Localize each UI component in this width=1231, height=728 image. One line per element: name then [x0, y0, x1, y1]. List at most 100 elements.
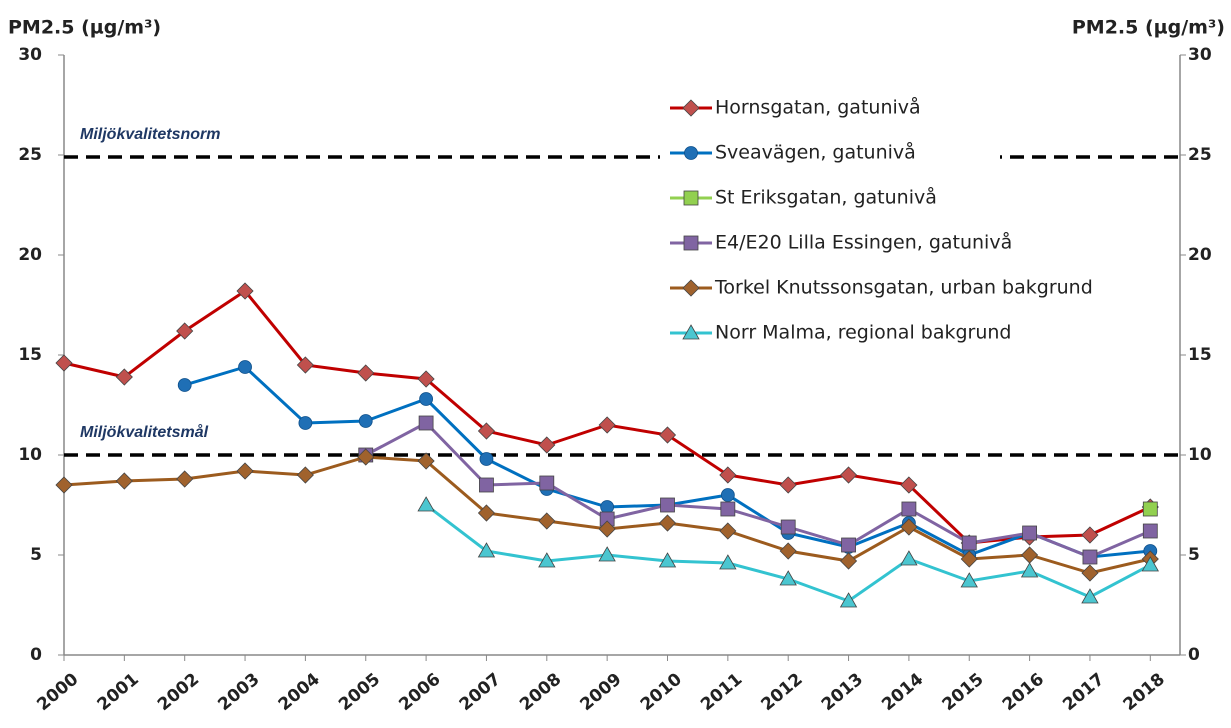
marker [296, 466, 314, 484]
y2-tick-label: 25 [1188, 145, 1212, 165]
x-tick-label: 2001 [94, 669, 143, 715]
y2-axis-title: PM2.5 (µg/m³) [1072, 17, 1225, 39]
marker [538, 512, 556, 530]
marker [720, 501, 736, 517]
marker [658, 514, 677, 532]
marker [1142, 523, 1158, 539]
marker [901, 501, 917, 517]
marker [479, 452, 494, 466]
marker [1141, 556, 1159, 572]
marker [961, 535, 977, 551]
marker [598, 416, 616, 434]
y-tick-label: 5 [30, 545, 42, 565]
y2-tick-label: 0 [1188, 645, 1200, 665]
x-tick-label: 2008 [516, 669, 565, 715]
x-tick-label: 2006 [395, 669, 444, 715]
y-tick-label: 20 [18, 245, 42, 265]
x-tick-label: 2010 [637, 669, 686, 715]
marker [236, 462, 254, 480]
legend-label: Sveavägen, gatunivå [715, 141, 916, 164]
legend-background [660, 82, 1000, 362]
legend-marker [684, 146, 698, 160]
y-axis-title: PM2.5 (µg/m³) [8, 17, 161, 39]
reference-label: Miljökvalitetsnorm [80, 126, 220, 143]
marker [55, 476, 73, 494]
marker [1081, 564, 1099, 582]
legend-label: Torkel Knutssonsgatan, urban bakgrund [714, 277, 1093, 299]
marker [1081, 526, 1099, 544]
legend-label: Norr Malma, regional bakgrund [715, 322, 1012, 344]
marker [841, 537, 856, 553]
marker [779, 476, 797, 494]
marker [900, 476, 918, 494]
marker [779, 542, 797, 560]
legend-label: E4/E20 Lilla Essingen, gatunivå [715, 231, 1012, 254]
marker [238, 360, 252, 374]
marker [357, 448, 375, 466]
marker [358, 414, 373, 428]
x-tick-label: 2016 [999, 669, 1048, 715]
marker [839, 592, 858, 608]
y2-tick-label: 20 [1188, 245, 1212, 265]
legend-label: Hornsgatan, gatunivå [715, 96, 921, 119]
marker [1082, 549, 1098, 565]
reference-label: Miljökvalitetsmål [80, 423, 209, 441]
marker [115, 368, 133, 386]
marker [720, 488, 735, 502]
marker [658, 426, 677, 444]
y2-tick-label: 5 [1188, 545, 1200, 565]
x-tick-label: 2011 [697, 669, 746, 715]
marker [598, 546, 616, 562]
legend-marker [682, 99, 700, 117]
marker [1081, 588, 1099, 604]
marker [176, 322, 194, 340]
marker [960, 550, 978, 568]
marker [660, 497, 675, 513]
y2-tick-label: 10 [1188, 445, 1212, 465]
marker [1022, 525, 1037, 541]
marker [719, 466, 737, 484]
marker [779, 570, 797, 586]
marker [539, 475, 555, 491]
x-tick-label: 2018 [1120, 669, 1169, 715]
marker [960, 572, 978, 588]
marker [236, 282, 254, 300]
marker [357, 364, 375, 382]
x-tick-label: 2017 [1059, 669, 1108, 715]
marker [417, 452, 435, 470]
marker [298, 416, 313, 430]
x-tick-label: 2013 [818, 669, 867, 715]
x-tick-label: 2004 [275, 669, 324, 715]
legend-marker [682, 324, 700, 340]
marker [176, 470, 194, 488]
marker [177, 378, 192, 392]
x-tick-label: 2015 [939, 669, 988, 715]
y-tick-label: 0 [30, 645, 42, 665]
marker [839, 552, 858, 570]
x-tick-label: 2002 [154, 669, 203, 715]
y-tick-label: 15 [18, 345, 42, 365]
y-tick-label: 10 [18, 445, 42, 465]
x-tick-label: 2014 [878, 669, 927, 715]
marker [419, 392, 434, 406]
x-tick-label: 2003 [214, 669, 263, 715]
marker [538, 436, 556, 454]
y2-tick-label: 30 [1188, 45, 1212, 65]
y-tick-label: 30 [18, 45, 42, 65]
marker [900, 550, 918, 566]
marker [1021, 546, 1039, 564]
series-line [365, 421, 1151, 559]
x-tick-label: 2007 [456, 669, 505, 715]
x-tick-label: 2012 [758, 669, 807, 715]
y-tick-label: 25 [18, 145, 42, 165]
marker [477, 422, 496, 440]
marker [598, 520, 616, 538]
marker [658, 552, 677, 568]
legend-marker [683, 190, 699, 206]
marker [477, 542, 496, 558]
marker [1142, 501, 1158, 517]
legend-marker [682, 279, 700, 297]
y2-tick-label: 15 [1188, 345, 1212, 365]
marker [296, 356, 314, 374]
